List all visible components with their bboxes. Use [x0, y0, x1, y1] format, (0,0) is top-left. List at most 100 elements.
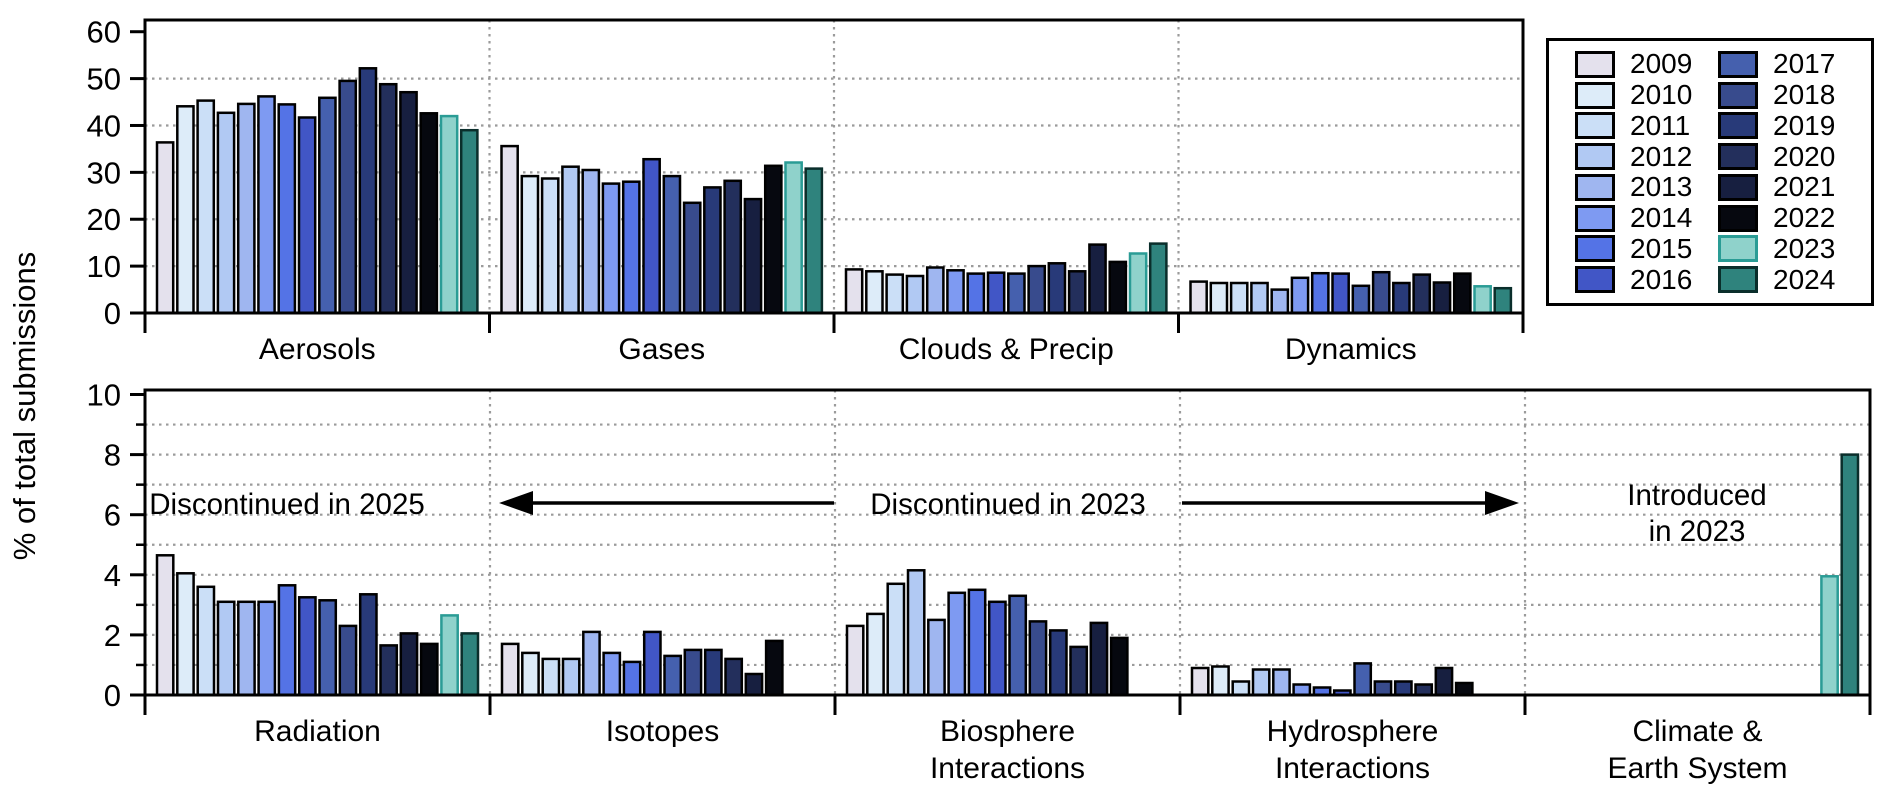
category-label-hydrosphere: Hydrosphere	[1267, 715, 1439, 748]
legend-label-2016: 2016	[1630, 263, 1693, 295]
bar-isotopes-2018	[683, 648, 703, 697]
y-tick-label: 60	[87, 15, 121, 50]
bar-gases-2009	[500, 144, 519, 315]
bar-radiation-2019	[358, 593, 378, 697]
bar-radiation-2020	[379, 644, 399, 697]
legend-label-2021: 2021	[1773, 171, 1836, 203]
bar-biosphere-2021	[1089, 621, 1109, 697]
bar-gases-2017	[662, 174, 682, 315]
legend-label-2011: 2011	[1630, 109, 1691, 141]
bar-biosphere-2019	[1048, 629, 1068, 697]
bar-hydrosphere-2013	[1272, 668, 1291, 697]
bar-clouds-precip-2021	[1088, 243, 1107, 315]
annotation-discontinued-2023: Discontinued in 2023	[870, 488, 1146, 521]
bar-isotopes-2022	[764, 639, 784, 697]
bar-hydrosphere-2014	[1292, 683, 1312, 697]
legend-swatch-2017	[1718, 50, 1758, 78]
bar-dynamics-2018	[1371, 270, 1391, 315]
y-tick-label: 30	[87, 155, 121, 190]
bar-aerosols-2011	[196, 99, 216, 315]
bar-radiation-2011	[196, 585, 216, 697]
legend-label-2018: 2018	[1773, 79, 1836, 111]
bar-dynamics-2016	[1331, 272, 1350, 315]
category-label-biosphere: Biosphere	[940, 715, 1075, 748]
bar-gases-2013	[581, 168, 601, 315]
category-label-isotopes: Isotopes	[606, 715, 719, 748]
bar-isotopes-2021	[744, 672, 764, 697]
legend-swatch-2024	[1718, 266, 1758, 294]
bar-aerosols-2012	[216, 111, 236, 315]
legend-item-2009: 2009	[1575, 50, 1718, 78]
bar-dynamics-2017	[1351, 284, 1371, 315]
legend-item-2015: 2015	[1575, 234, 1718, 263]
bar-dynamics-2015	[1310, 271, 1330, 315]
bar-aerosols-2013	[236, 102, 256, 315]
legend-label-2012: 2012	[1630, 140, 1693, 172]
bar-dynamics-2023	[1473, 285, 1492, 315]
bar-aerosols-2017	[318, 96, 337, 315]
bar-aerosols-2016	[297, 116, 317, 315]
bar-biosphere-2014	[947, 591, 967, 697]
legend-item-2012: 2012	[1575, 140, 1718, 172]
legend-swatch-2019	[1718, 112, 1758, 140]
legend-label-2019: 2019	[1773, 109, 1836, 141]
y-tick-label: 0	[104, 678, 121, 713]
bar-clouds-precip-2019	[1047, 262, 1067, 315]
bar-radiation-2016	[297, 596, 317, 697]
bar-isotopes-2011	[541, 657, 561, 697]
legend-item-2018: 2018	[1718, 81, 1861, 109]
bottom-panel: 0 2 4 6 8 10 Radiation Isotopes Biosphere Interac…	[87, 378, 1872, 785]
category-label-gases: Gases	[618, 333, 705, 366]
category-label-dynamics: Dynamics	[1285, 333, 1417, 366]
legend-item-2011: 2011	[1575, 109, 1718, 141]
bar-aerosols-2010	[176, 105, 195, 315]
bar-isotopes-2014	[602, 651, 622, 697]
legend-swatch-2016	[1575, 266, 1615, 294]
legend-swatch-2010	[1575, 81, 1615, 109]
legend-item-2024: 2024	[1718, 265, 1861, 294]
legend-item-2016: 2016	[1575, 263, 1718, 295]
bar-dynamics-2009	[1189, 280, 1208, 315]
bar-biosphere-2015	[967, 588, 987, 697]
legend-swatch-2011	[1575, 112, 1615, 140]
bar-radiation-2013	[237, 600, 256, 697]
bar-clouds-precip-2017	[1007, 272, 1026, 315]
bar-hydrosphere-2019	[1393, 680, 1413, 697]
bar-hydrosphere-2020	[1414, 683, 1434, 697]
bar-climate--2023	[1820, 575, 1839, 697]
bar-dynamics-2010	[1209, 281, 1229, 315]
legend-label-2023: 2023	[1773, 232, 1836, 264]
legend-swatch-2012	[1575, 143, 1615, 171]
category-label-interactions: Interactions	[1275, 752, 1430, 785]
bar-hydrosphere-2021	[1434, 666, 1454, 697]
category-label-clouds-precip: Clouds & Precip	[899, 333, 1114, 366]
category-label-radiation: Radiation	[254, 715, 381, 748]
legend-label-2013: 2013	[1630, 171, 1693, 203]
bar-hydrosphere-2009	[1190, 666, 1210, 697]
legend-swatch-2023	[1718, 235, 1758, 263]
bar-radiation-2022	[419, 642, 439, 697]
bar-radiation-2017	[318, 599, 338, 697]
bar-clouds-precip-2010	[865, 270, 884, 315]
bar-radiation-2018	[338, 624, 358, 697]
bar-aerosols-2019	[358, 67, 378, 315]
bar-clouds-precip-2016	[986, 271, 1006, 315]
bar-dynamics-2022	[1452, 272, 1472, 315]
bar-isotopes-2012	[561, 657, 581, 697]
bar-hydrosphere-2011	[1231, 680, 1251, 697]
y-tick-label: 2	[104, 618, 121, 653]
bar-radiation-2024	[460, 632, 480, 697]
bar-biosphere-2018	[1028, 620, 1048, 697]
legend-swatch-2021	[1718, 173, 1758, 201]
bar-radiation-2023	[440, 614, 459, 697]
bar-clouds-precip-2022	[1108, 260, 1128, 315]
panel-border	[143, 388, 1872, 697]
bar-isotopes-2020	[724, 657, 744, 697]
bar-gases-2023	[784, 161, 803, 315]
bar-hydrosphere-2012	[1251, 668, 1271, 697]
bar-radiation-2010	[176, 572, 195, 697]
legend-swatch-2020	[1718, 143, 1758, 171]
bar-dynamics-2013	[1270, 288, 1290, 315]
bar-clouds-precip-2011	[885, 273, 905, 315]
